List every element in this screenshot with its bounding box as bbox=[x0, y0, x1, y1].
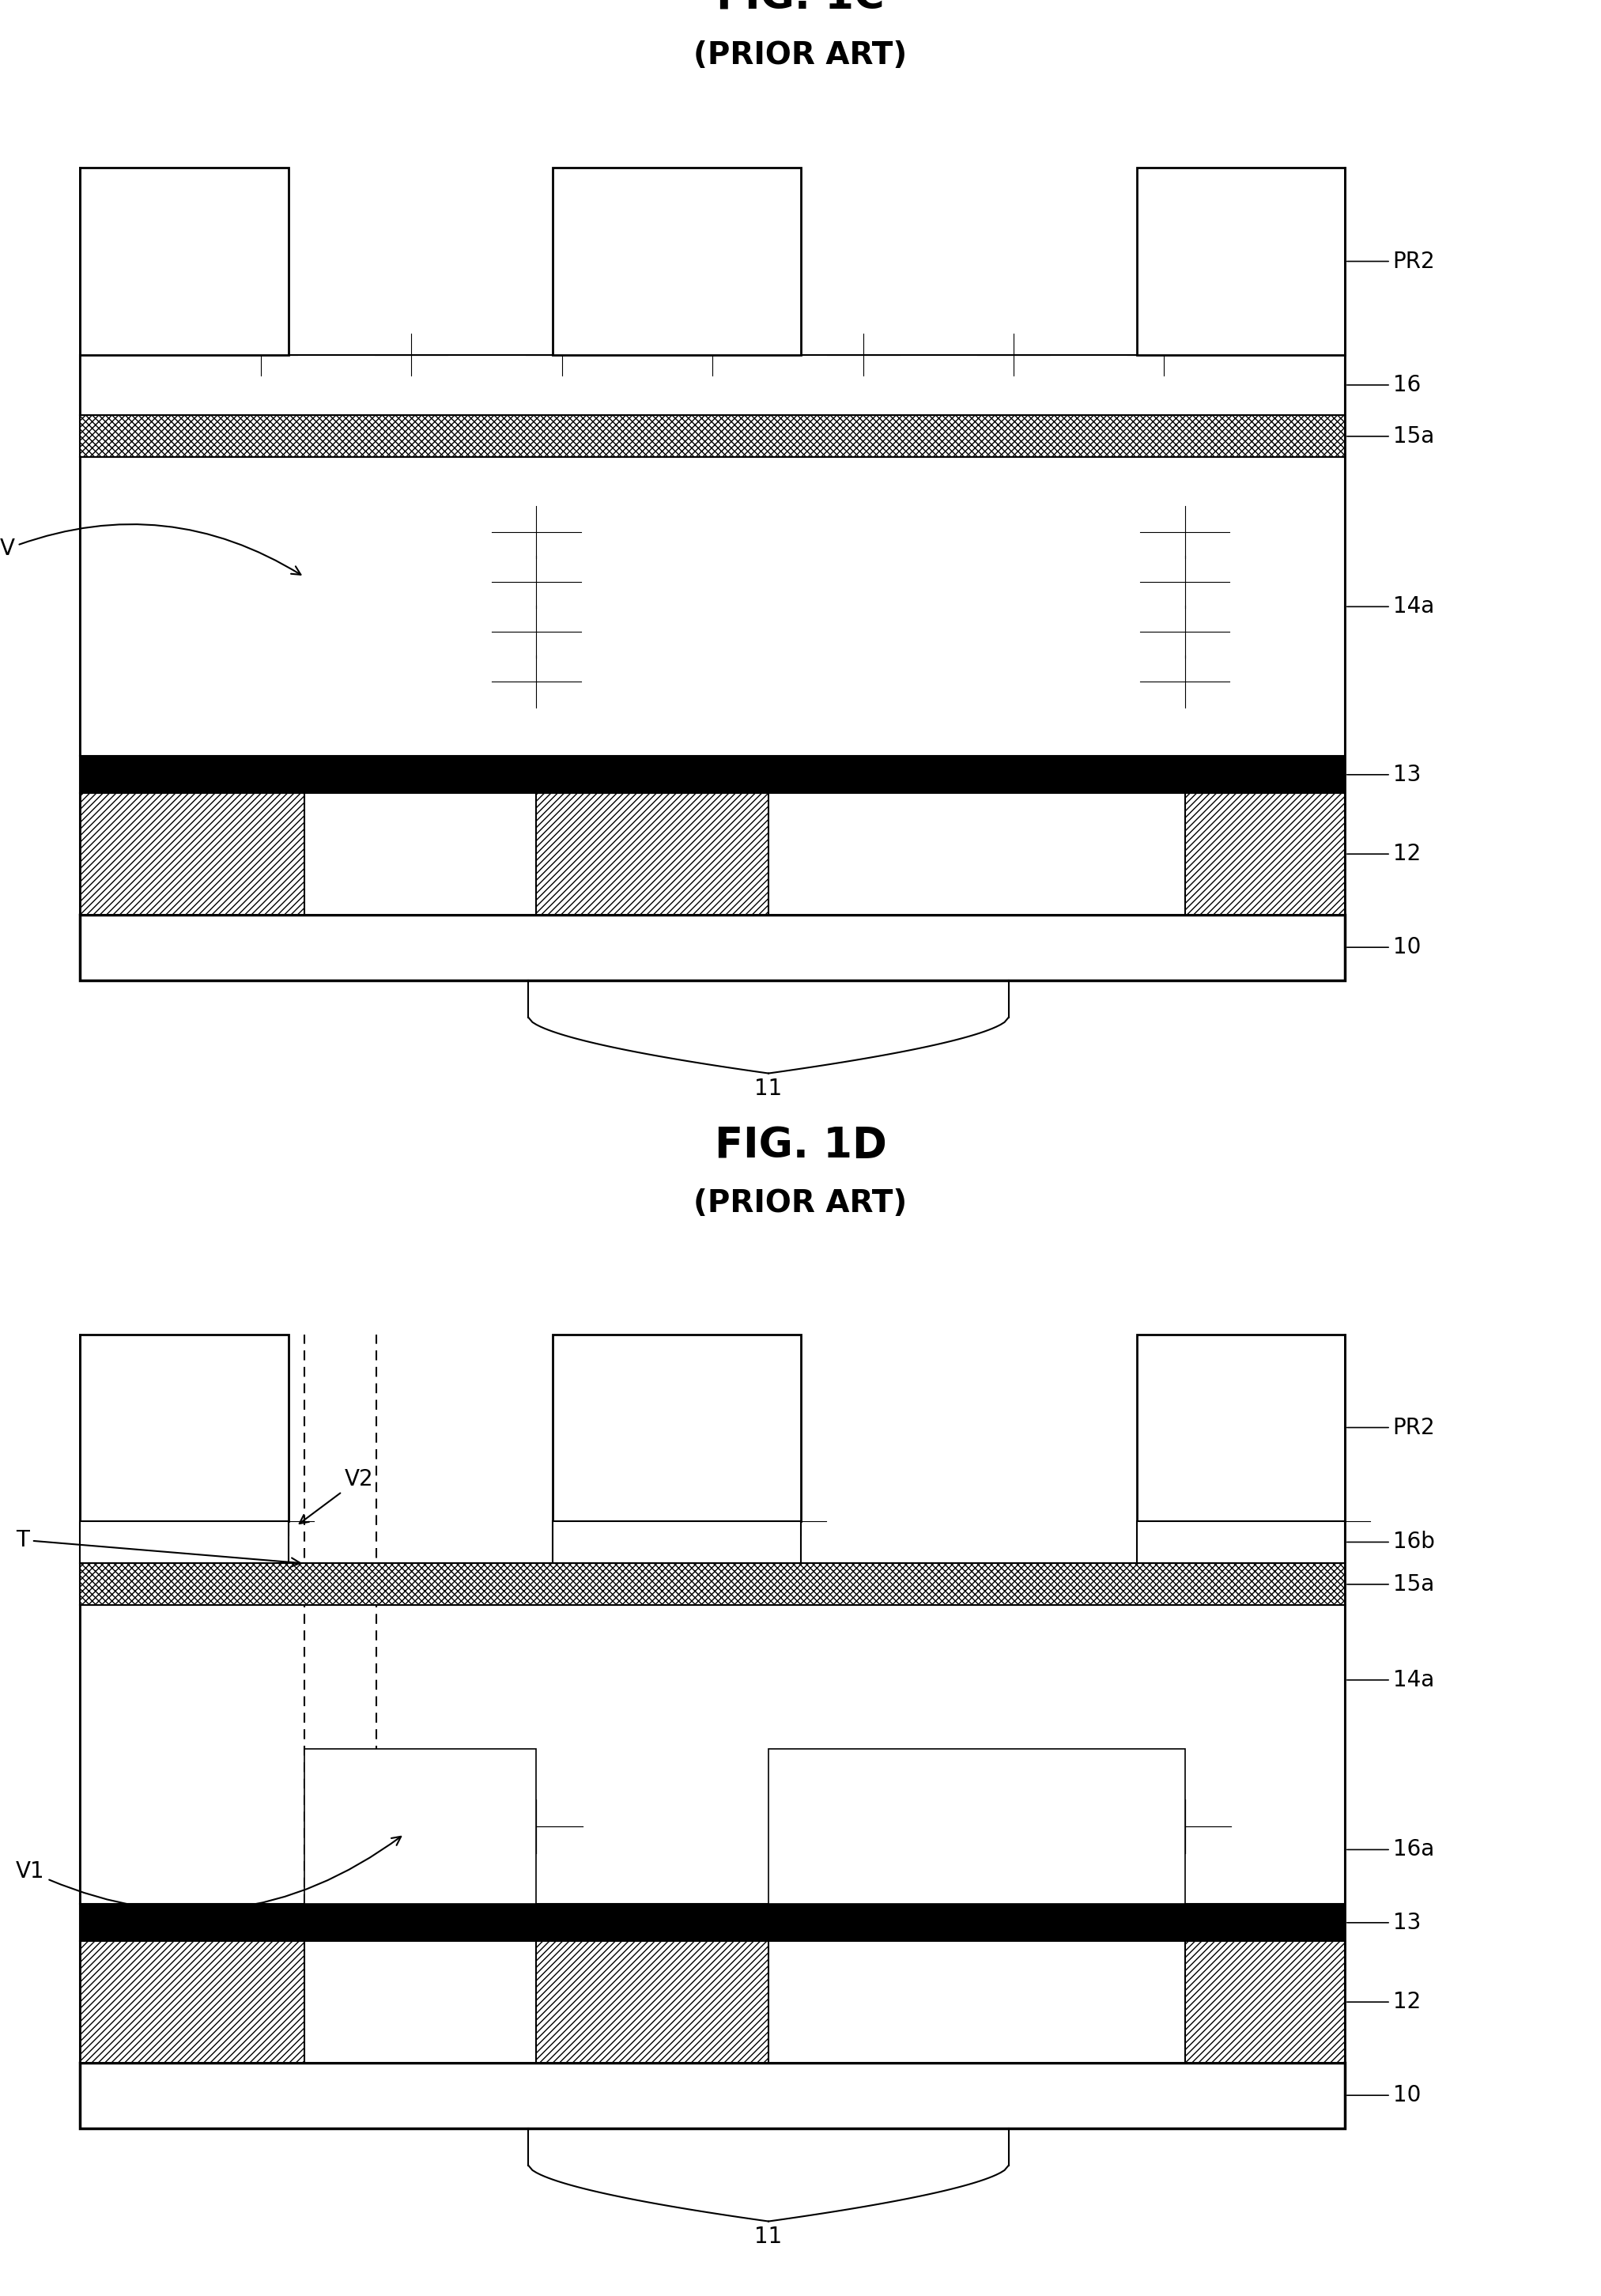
Text: FIG. 1C: FIG. 1C bbox=[716, 0, 885, 18]
Text: PR2: PR2 bbox=[1346, 250, 1434, 273]
Bar bbox=[552, 1334, 800, 1520]
Text: 14a: 14a bbox=[1346, 595, 1434, 618]
Bar bbox=[768, 1750, 1185, 1903]
Text: (PRIOR ART): (PRIOR ART) bbox=[693, 1189, 908, 1219]
Bar bbox=[80, 1334, 288, 1520]
Bar bbox=[80, 1564, 1345, 1605]
Text: 10: 10 bbox=[1346, 937, 1420, 957]
Bar bbox=[80, 914, 1345, 980]
Bar bbox=[1137, 168, 1345, 354]
Text: FIG. 1D: FIG. 1D bbox=[714, 1125, 887, 1166]
Bar bbox=[80, 794, 1345, 914]
Bar bbox=[768, 794, 1185, 914]
Text: 12: 12 bbox=[1346, 843, 1420, 866]
Bar bbox=[80, 457, 1345, 755]
Bar bbox=[1137, 1334, 1345, 1520]
Bar bbox=[1137, 1520, 1345, 1564]
Text: T: T bbox=[16, 1529, 299, 1566]
Text: 12: 12 bbox=[1346, 1991, 1420, 2014]
Text: 11: 11 bbox=[754, 1079, 783, 1100]
Text: V1: V1 bbox=[16, 1837, 400, 1910]
Text: V2: V2 bbox=[299, 1467, 373, 1525]
Text: 15a: 15a bbox=[1346, 1573, 1434, 1596]
Bar bbox=[80, 755, 1345, 794]
Text: 16a: 16a bbox=[1346, 1839, 1434, 1860]
Bar bbox=[80, 416, 1345, 457]
Bar bbox=[80, 168, 288, 354]
Bar bbox=[552, 168, 800, 354]
Text: 11: 11 bbox=[754, 2227, 783, 2248]
Text: 16: 16 bbox=[1346, 374, 1420, 397]
Bar bbox=[80, 1942, 1345, 2062]
Bar bbox=[80, 1605, 1345, 1903]
Text: V: V bbox=[0, 523, 301, 574]
Bar bbox=[80, 2062, 1345, 2128]
Bar bbox=[80, 1903, 1345, 1942]
Text: 14a: 14a bbox=[1346, 1669, 1434, 1692]
Bar bbox=[80, 354, 1345, 416]
Text: 16b: 16b bbox=[1346, 1531, 1434, 1552]
Bar bbox=[80, 1520, 288, 1564]
Text: 15a: 15a bbox=[1346, 425, 1434, 448]
Bar bbox=[304, 1942, 536, 2062]
Bar bbox=[552, 1520, 800, 1564]
Bar bbox=[768, 1942, 1185, 2062]
Text: PR2: PR2 bbox=[1346, 1417, 1434, 1440]
Bar bbox=[304, 1750, 536, 1903]
Bar bbox=[304, 794, 536, 914]
Text: 10: 10 bbox=[1346, 2085, 1420, 2105]
Text: 13: 13 bbox=[1346, 765, 1420, 785]
Text: 13: 13 bbox=[1346, 1913, 1420, 1933]
Text: (PRIOR ART): (PRIOR ART) bbox=[693, 39, 908, 71]
